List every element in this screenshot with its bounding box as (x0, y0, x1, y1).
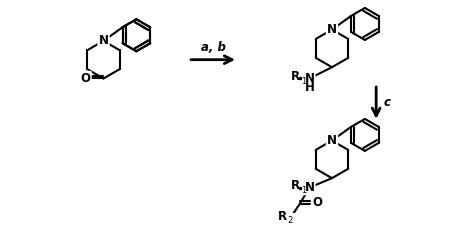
Text: N: N (327, 134, 337, 147)
Text: N: N (304, 181, 314, 194)
Text: 1: 1 (301, 77, 306, 86)
Text: R: R (278, 210, 287, 223)
Text: N: N (327, 23, 337, 36)
Text: a, b: a, b (201, 41, 226, 54)
Text: 2: 2 (288, 216, 293, 225)
Text: R: R (291, 179, 300, 192)
Text: O: O (312, 196, 322, 209)
Text: N: N (304, 72, 314, 85)
Text: O: O (81, 72, 91, 85)
Text: H: H (304, 81, 314, 94)
Text: 1: 1 (301, 186, 306, 195)
Text: R: R (291, 70, 300, 83)
Text: N: N (99, 34, 109, 47)
Text: c: c (383, 97, 391, 109)
